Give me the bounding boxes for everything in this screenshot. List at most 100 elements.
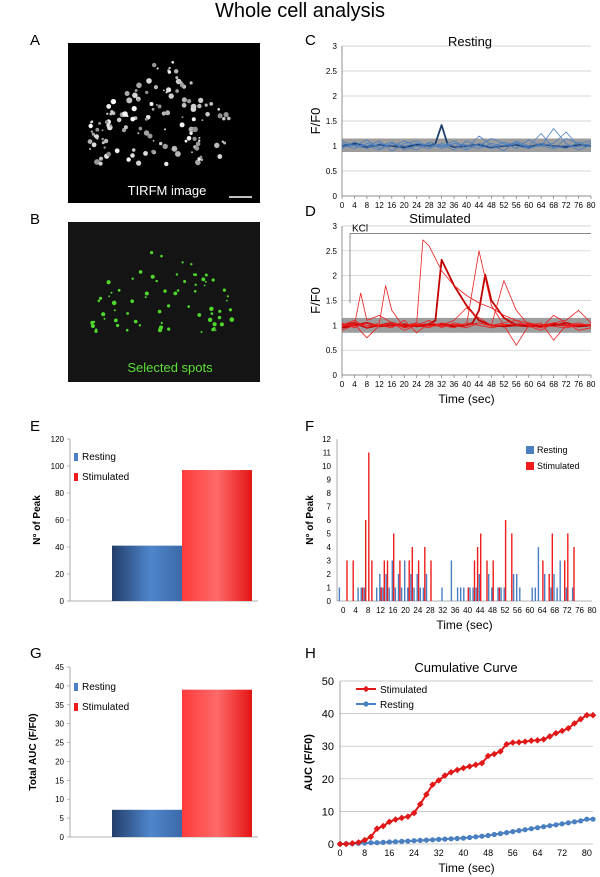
point-stimulated: [546, 733, 554, 740]
selected-spot: [183, 280, 187, 283]
bar-resting: [112, 545, 182, 601]
selected-spot: [97, 299, 101, 303]
x-tick-label: 56: [512, 380, 521, 389]
x-tick-label: 28: [425, 201, 434, 210]
fluorescent-spot: [109, 124, 113, 128]
fluorescent-spot: [191, 117, 196, 122]
selected-spot: [181, 261, 184, 264]
point-stimulated: [571, 720, 578, 727]
selected-spot: [117, 288, 121, 292]
series-line-4: [341, 250, 592, 329]
fluorescent-spot: [198, 136, 201, 139]
fluorescent-spot: [130, 116, 135, 122]
y-axis-label: N° of Peak: [305, 495, 316, 545]
point-resting: [448, 836, 454, 842]
legend-label-resting: Resting: [82, 452, 116, 463]
y-tick-label: 20: [322, 774, 334, 786]
point-stimulated: [466, 763, 473, 770]
fluorescent-spot: [179, 82, 185, 88]
point-resting: [584, 816, 590, 822]
point-stimulated: [367, 833, 375, 841]
x-tick-label: 20: [401, 606, 410, 615]
point-stimulated: [361, 836, 368, 844]
fluorescent-spot: [101, 137, 104, 141]
y-axis-label: F/F0: [308, 108, 323, 135]
fluorescent-spot: [137, 132, 140, 135]
selected-spot: [133, 319, 138, 324]
fluorescent-spot: [164, 161, 169, 167]
fluorescent-spot: [164, 128, 166, 131]
point-resting: [368, 840, 374, 846]
selected-spot: [138, 270, 143, 274]
fluorescent-spot: [209, 102, 214, 106]
fluorescent-spot: [168, 66, 171, 70]
selected-spot: [211, 278, 215, 282]
selected-spot: [229, 317, 235, 322]
fluorescent-spot: [122, 111, 128, 117]
selected-spot: [175, 273, 179, 276]
bar-stimulated: [476, 547, 479, 601]
bar-resting: [463, 587, 465, 601]
legend-label-stimulated: Stimulated: [537, 461, 580, 471]
x-tick-label: 24: [412, 380, 421, 389]
bar-resting: [537, 547, 540, 601]
selected-spot: [155, 279, 158, 283]
x-tick-label: 32: [437, 380, 446, 389]
point-resting: [578, 818, 584, 824]
y-tick-label: 10: [322, 806, 334, 818]
point-stimulated: [490, 750, 498, 758]
x-tick-label: 24: [413, 606, 422, 615]
point-resting: [473, 834, 479, 840]
bar-resting: [500, 587, 502, 601]
x-tick-label: 40: [458, 848, 468, 858]
y-tick-label: 3: [327, 557, 332, 566]
x-tick-label: 36: [450, 201, 459, 210]
bar-resting: [376, 587, 378, 601]
point-stimulated: [460, 764, 467, 772]
chart-c-resting: 00.511.522.530 4 8 12 16 20 24 28 32 36 40 44 48 52 56…: [308, 34, 596, 210]
fluorescent-spot: [198, 97, 204, 103]
fluorescent-spot: [114, 148, 120, 154]
bar-stimulated: [352, 560, 354, 601]
fluorescent-spot: [194, 146, 200, 151]
x-tick-label: 0: [337, 848, 342, 858]
bar-resting: [497, 587, 499, 601]
series-line-1: [341, 258, 592, 329]
panel-letter-b: B: [30, 211, 40, 228]
chart-d-stimulated: 00.511.522.530 4 8 12 16 20 24 28 32 36 40 44 48 52 56…: [308, 211, 596, 406]
fluorescent-spot: [130, 153, 135, 158]
fluorescent-spot: [195, 141, 201, 147]
panel-letter-d: D: [305, 203, 316, 220]
bar-resting: [469, 587, 471, 601]
bar-stimulated: [473, 560, 476, 601]
point-stimulated: [527, 737, 535, 744]
fluorescent-spot: [197, 157, 201, 161]
point-stimulated: [589, 711, 597, 719]
legend-swatch-stimulated: [74, 473, 78, 481]
x-tick-label: 0: [340, 201, 345, 210]
bar-resting: [553, 574, 555, 601]
fluorescent-spot: [104, 120, 109, 124]
x-tick-label: 8: [362, 848, 367, 858]
fluorescent-spot: [90, 120, 94, 123]
x-tick-label: 72: [562, 201, 571, 210]
x-tick-label: 48: [483, 848, 493, 858]
fluorescent-spot: [181, 116, 184, 119]
fluorescent-spot: [98, 121, 102, 125]
y-tick-label: 0: [333, 192, 338, 201]
fluorescent-spot: [152, 139, 155, 142]
fluorescent-spot: [109, 112, 113, 116]
bar-stimulated: [573, 547, 575, 601]
fluorescent-spot: [222, 117, 226, 121]
fluorescent-spot: [175, 76, 179, 80]
fluorescent-spot: [167, 70, 172, 74]
selected-spot: [160, 321, 163, 325]
y-tick-label: 5: [60, 814, 65, 823]
fluorescent-spot: [96, 137, 99, 140]
chart-title: Resting: [448, 34, 492, 49]
bar-stimulated: [417, 560, 420, 601]
legend-swatch-resting: [526, 446, 534, 454]
fluorescent-spot: [89, 148, 92, 150]
x-tick-label: 76: [574, 201, 583, 210]
